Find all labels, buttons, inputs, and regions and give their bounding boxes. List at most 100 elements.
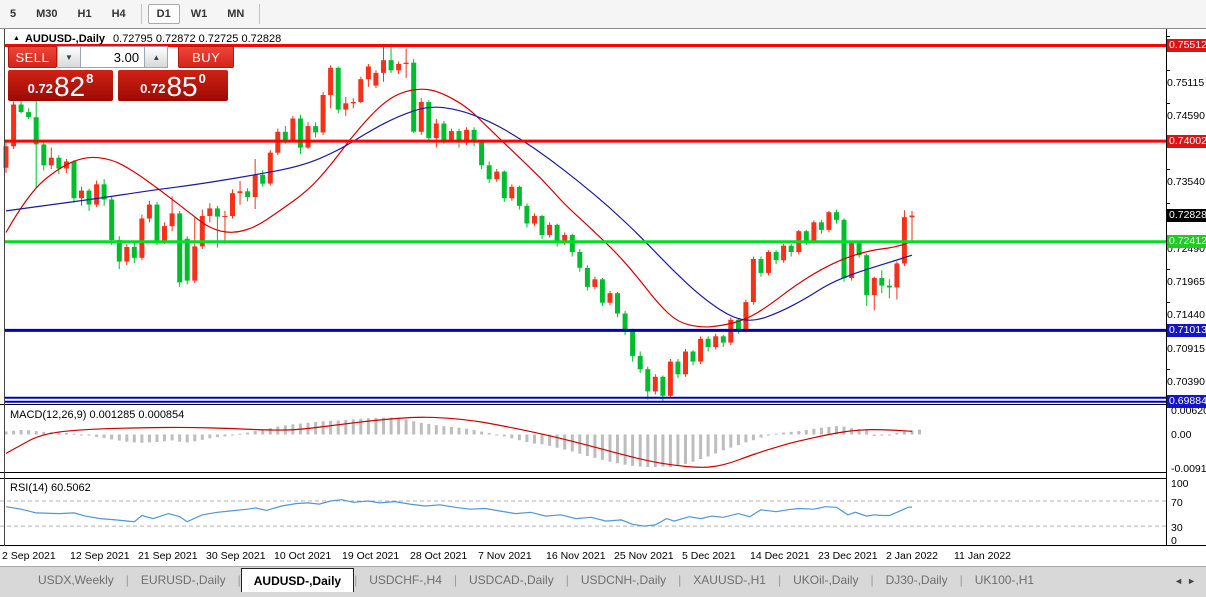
tab-scroll-left-icon[interactable]: ◄ xyxy=(1174,576,1188,586)
volume-input[interactable] xyxy=(81,46,145,68)
chevron-up-icon: ▲ xyxy=(152,52,161,62)
tab-separator: | xyxy=(678,573,682,587)
rsi-line xyxy=(5,499,913,527)
timeframe-button-H1[interactable]: H1 xyxy=(77,8,92,20)
date-axis-label: 14 Dec 2021 xyxy=(750,550,810,562)
pane-divider[interactable] xyxy=(0,478,1166,479)
rsi-axis-label: 100 xyxy=(1171,478,1189,491)
price-tick-label: 0.73540 xyxy=(1167,176,1205,189)
price-axis-tick: 0.73540 xyxy=(1167,164,1206,188)
price-tick-label: 0.75115 xyxy=(1167,76,1205,89)
tab-usdcad-daily[interactable]: USDCAD-,Daily xyxy=(469,573,554,587)
price-axis-tick: 0.70390 xyxy=(1167,364,1206,388)
price-axis-tick: 0.75115 xyxy=(1167,65,1206,89)
timeframe-button-5[interactable]: 5 xyxy=(10,8,17,20)
sell-price-panel[interactable]: 0.72 82 8 xyxy=(8,70,113,101)
volume-decrease-button[interactable]: ▼ xyxy=(56,46,82,68)
pane-divider[interactable] xyxy=(0,404,1166,405)
date-axis-label: 25 Nov 2021 xyxy=(614,550,674,562)
price-axis-tick: 0.71440 xyxy=(1167,297,1206,321)
rsi-levels-layer xyxy=(0,500,1166,527)
rsi-axis-label: 30 xyxy=(1171,522,1183,535)
moving-averages-layer xyxy=(5,88,913,328)
tab-uk100-h1[interactable]: UK100-,H1 xyxy=(974,573,1035,587)
tab-xauusd-h1[interactable]: XAUUSD-,H1 xyxy=(693,573,766,587)
tab-separator: | xyxy=(453,573,458,587)
timeframe-button-W1[interactable]: W1 xyxy=(190,8,208,20)
buy-button[interactable]: BUY xyxy=(178,46,234,68)
timeframe-button-D1[interactable]: D1 xyxy=(147,4,180,24)
price-axis-badge: 0.69884 xyxy=(1167,395,1206,409)
price-axis-tick: 0.74590 xyxy=(1167,98,1206,122)
toolbar-separator xyxy=(140,4,142,24)
price-axis-tick: 0.73015 xyxy=(1167,198,1206,222)
tab-dj30-daily[interactable]: DJ30-,Daily xyxy=(885,573,948,587)
tab-separator: | xyxy=(959,573,963,587)
volume-increase-button[interactable]: ▲ xyxy=(144,46,169,68)
date-axis-label: 23 Dec 2021 xyxy=(818,550,878,562)
tab-scroll-right-icon[interactable]: ► xyxy=(1187,576,1200,586)
price-axis-badge: 0.72828 xyxy=(1167,208,1206,222)
price-tick-label: 0.71965 xyxy=(1167,276,1205,289)
tab-separator: | xyxy=(125,573,129,587)
macd-indicator-canvas[interactable] xyxy=(0,406,1166,472)
tick-mark xyxy=(1167,69,1170,71)
price-tick-label: 0.71440 xyxy=(1167,309,1205,322)
timeframe-button-MN[interactable]: MN xyxy=(227,8,245,20)
price-axis[interactable]: 0.756400.751150.745900.735400.730150.724… xyxy=(1167,29,1206,546)
sell-button[interactable]: SELL xyxy=(8,46,57,68)
tab-ukoil-daily[interactable]: UKOil-,Daily xyxy=(793,573,859,587)
date-axis-label: 21 Sep 2021 xyxy=(138,550,198,562)
date-axis-label: 10 Oct 2021 xyxy=(274,550,332,562)
date-axis-label: 5 Dec 2021 xyxy=(682,550,736,562)
price-axis-separator xyxy=(1166,29,1167,546)
chart-symbol-label: AUDUSD-,Daily xyxy=(24,33,106,45)
macd-axis-label: -0.00919 xyxy=(1171,463,1206,476)
rsi-indicator-canvas[interactable] xyxy=(0,479,1166,545)
price-axis-badge: 0.71013 xyxy=(1167,323,1206,337)
date-axis-label: 7 Nov 2021 xyxy=(478,550,532,562)
price-axis-tick: 0.71965 xyxy=(1167,264,1206,288)
date-axis-label: 19 Oct 2021 xyxy=(342,550,400,562)
buy-price-panel[interactable]: 0.72 85 0 xyxy=(118,70,228,101)
tab-separator: | xyxy=(354,573,358,587)
date-axis[interactable]: 2 Sep 2021 12 Sep 2021 21 Sep 2021 30 Sep 2… xyxy=(0,546,1206,566)
macd-signal-line xyxy=(5,416,913,468)
horizontal-levels-layer xyxy=(5,44,1166,403)
tick-mark xyxy=(1167,36,1170,38)
one-click-trading-widget: SELL ▼ ▲ BUY 0.72 82 8 0.72 85 0 xyxy=(8,46,234,101)
date-axis-label: 16 Nov 2021 xyxy=(546,550,606,562)
tab-eurusd-daily[interactable]: EURUSD-,Daily xyxy=(140,573,226,587)
chart-title: ▲ AUDUSD-,Daily 0.72795 0.72872 0.72725 0.… xyxy=(13,33,281,45)
pane-divider[interactable] xyxy=(0,472,1166,473)
timeframe-button-H4[interactable]: H4 xyxy=(111,8,126,20)
date-axis-label: 2 Jan 2022 xyxy=(886,550,938,562)
tick-mark xyxy=(1167,102,1170,104)
main-chart-canvas[interactable] xyxy=(0,29,1166,404)
chart-left-border xyxy=(4,29,5,546)
tab-usdx-weekly[interactable]: USDX,Weekly xyxy=(38,573,114,587)
toolbar-separator xyxy=(259,4,261,24)
tab-separator: | xyxy=(777,573,782,587)
timeframe-toolbar: 5 M30 H1 H4 D1 W1 MN xyxy=(0,0,1206,29)
timeframe-button-M30[interactable]: M30 xyxy=(36,8,58,20)
tick-mark xyxy=(1167,202,1170,204)
chevron-down-icon: ▼ xyxy=(64,52,73,62)
tab-usdchf-h4[interactable]: USDCHF-,H4 xyxy=(369,573,442,587)
date-axis-label: 2 Sep 2021 xyxy=(2,550,56,562)
date-axis-label: 30 Sep 2021 xyxy=(206,550,266,562)
tick-mark xyxy=(1167,269,1170,271)
tick-mark xyxy=(1167,368,1170,370)
chart-tab-bar: USDX,Weekly | EURUSD-,Daily | AUDUSD-,Daily |… xyxy=(0,566,1206,593)
sell-price-pip-digit: 8 xyxy=(86,71,94,86)
rsi-axis-label: 0 xyxy=(1171,535,1177,547)
tab-usdcnh-daily[interactable]: USDCNH-,Daily xyxy=(580,573,667,587)
rsi-axis-label: 70 xyxy=(1171,497,1183,509)
tab-audusd-daily[interactable]: AUDUSD-,Daily xyxy=(240,568,355,593)
chart-collapse-icon[interactable]: ▲ xyxy=(13,35,20,42)
bottom-strip xyxy=(0,592,1206,597)
price-axis-badge: 0.75512 xyxy=(1167,39,1206,53)
chart-window: ▲ AUDUSD-,Daily 0.72795 0.72872 0.72725 0.… xyxy=(0,29,1206,547)
price-axis-badge: 0.72412 xyxy=(1167,235,1206,249)
